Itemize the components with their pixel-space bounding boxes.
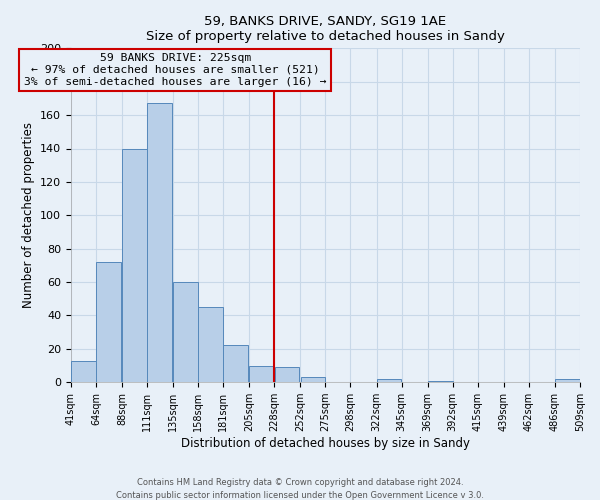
- Text: 59 BANKS DRIVE: 225sqm
← 97% of detached houses are smaller (521)
3% of semi-det: 59 BANKS DRIVE: 225sqm ← 97% of detached…: [24, 54, 326, 86]
- Bar: [96, 262, 121, 382]
- Bar: [555, 379, 580, 382]
- Text: Contains HM Land Registry data © Crown copyright and database right 2024.
Contai: Contains HM Land Registry data © Crown c…: [116, 478, 484, 500]
- Bar: [223, 346, 248, 382]
- Bar: [250, 366, 274, 382]
- Title: 59, BANKS DRIVE, SANDY, SG19 1AE
Size of property relative to detached houses in: 59, BANKS DRIVE, SANDY, SG19 1AE Size of…: [146, 15, 505, 43]
- Bar: [71, 360, 96, 382]
- Bar: [147, 104, 172, 382]
- Bar: [199, 307, 223, 382]
- Bar: [173, 282, 198, 382]
- Bar: [377, 379, 401, 382]
- Bar: [275, 367, 299, 382]
- Bar: [122, 148, 147, 382]
- X-axis label: Distribution of detached houses by size in Sandy: Distribution of detached houses by size …: [181, 437, 470, 450]
- Y-axis label: Number of detached properties: Number of detached properties: [22, 122, 35, 308]
- Bar: [428, 380, 452, 382]
- Bar: [301, 377, 325, 382]
